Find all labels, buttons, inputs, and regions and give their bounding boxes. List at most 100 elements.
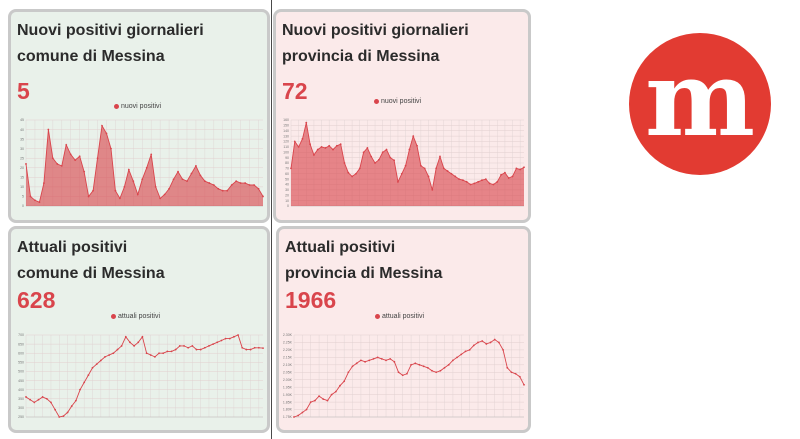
data-point: [485, 343, 488, 345]
y-tick-label: 120: [283, 140, 289, 144]
data-point: [309, 143, 311, 146]
data-point: [181, 178, 184, 181]
y-tick-label: 250: [18, 415, 24, 419]
data-point: [435, 167, 438, 170]
data-point: [166, 350, 169, 353]
data-point: [355, 362, 358, 365]
data-point: [45, 397, 48, 400]
y-tick-label: 400: [18, 388, 24, 392]
data-point: [187, 346, 190, 349]
y-tick-label: 150: [283, 124, 289, 128]
data-point: [195, 164, 197, 167]
y-tick-label: 100: [283, 150, 289, 154]
data-point: [374, 162, 376, 164]
data-point: [41, 396, 44, 398]
y-tick-label: 25: [20, 156, 24, 160]
data-point: [293, 140, 296, 143]
chart-legend: attuali positivi: [111, 313, 160, 320]
data-point: [443, 366, 446, 369]
data-point: [257, 187, 260, 190]
data-point: [74, 399, 77, 402]
data-point: [199, 174, 202, 177]
data-point: [506, 366, 509, 369]
data-point: [253, 346, 256, 349]
panel-title-line2: provincia di Messina: [285, 265, 443, 282]
panel-value: 1966: [285, 287, 337, 313]
data-point: [343, 380, 346, 383]
y-tick-label: 300: [18, 406, 24, 410]
y-tick-label: 140: [283, 129, 289, 133]
y-tick-label: 1.80K: [283, 408, 293, 412]
data-point: [397, 371, 400, 374]
data-point: [347, 171, 350, 174]
data-point: [372, 357, 375, 360]
data-point: [431, 369, 433, 372]
data-point: [460, 353, 463, 356]
data-point: [305, 408, 308, 411]
y-tick-label: 30: [285, 188, 289, 192]
data-point: [493, 338, 496, 341]
y-tick-label: 1.90K: [283, 393, 293, 397]
data-point: [314, 399, 316, 402]
data-point: [224, 337, 227, 340]
panel-nuovi-provincia: Nuovi positivi giornalieri provincia di …: [273, 9, 531, 223]
data-point: [389, 357, 392, 360]
data-point: [253, 184, 255, 186]
panel-title-line2: provincia di Messina: [282, 48, 440, 65]
data-point: [66, 411, 69, 414]
data-point: [159, 197, 162, 200]
data-point: [70, 405, 73, 407]
legend-label: nuovi positivi: [381, 98, 422, 105]
data-point: [477, 180, 480, 183]
data-point: [141, 178, 144, 181]
data-point: [414, 362, 417, 365]
data-point: [450, 172, 453, 175]
data-point: [101, 124, 103, 127]
y-tick-label: 600: [18, 351, 24, 355]
data-point: [376, 356, 379, 359]
data-point: [389, 156, 392, 159]
data-point: [228, 337, 231, 340]
y-tick-label: 2.25K: [283, 341, 293, 345]
panel-value: 5: [17, 78, 30, 104]
data-point: [99, 359, 102, 362]
data-point: [362, 151, 365, 154]
data-point: [123, 185, 126, 188]
y-tick-label: 0: [287, 204, 289, 208]
data-point: [262, 347, 264, 350]
data-point: [469, 183, 472, 186]
y-tick-label: 700: [18, 333, 24, 337]
data-point: [83, 170, 86, 173]
panel-value: 628: [17, 287, 56, 313]
data-point: [124, 335, 127, 338]
data-point: [381, 151, 384, 154]
chart-attuali-provincia: 1.75K 1.80K 1.85K 1.90K 1.95K 2.00K 2.05K 2.10K…: [283, 333, 525, 419]
data-point: [496, 180, 499, 183]
y-tick-label: 10: [20, 185, 24, 189]
data-point: [33, 401, 36, 404]
data-point: [385, 359, 387, 362]
data-point: [237, 334, 239, 336]
data-point: [515, 167, 518, 170]
data-point: [335, 144, 338, 147]
y-tick-label: 2.05K: [283, 370, 293, 374]
data-point: [472, 344, 475, 347]
data-point: [38, 201, 41, 204]
data-point: [162, 352, 165, 355]
data-point: [190, 172, 193, 175]
data-point: [498, 341, 500, 344]
data-point: [87, 374, 90, 376]
data-point: [136, 193, 139, 196]
data-point: [95, 363, 98, 366]
data-point: [174, 348, 177, 351]
logo-circle: [629, 33, 771, 175]
chart-nuovi-comune: 0 5 10 15 20 25 30 35 40 45: [20, 118, 264, 208]
chart-legend: nuovi positivi: [374, 98, 421, 105]
y-tick-label: 500: [18, 370, 24, 374]
y-tick-label: 20: [20, 166, 24, 170]
legend-marker-icon: [111, 313, 116, 319]
data-point: [393, 159, 396, 162]
data-point: [416, 144, 418, 147]
data-point: [397, 180, 399, 183]
